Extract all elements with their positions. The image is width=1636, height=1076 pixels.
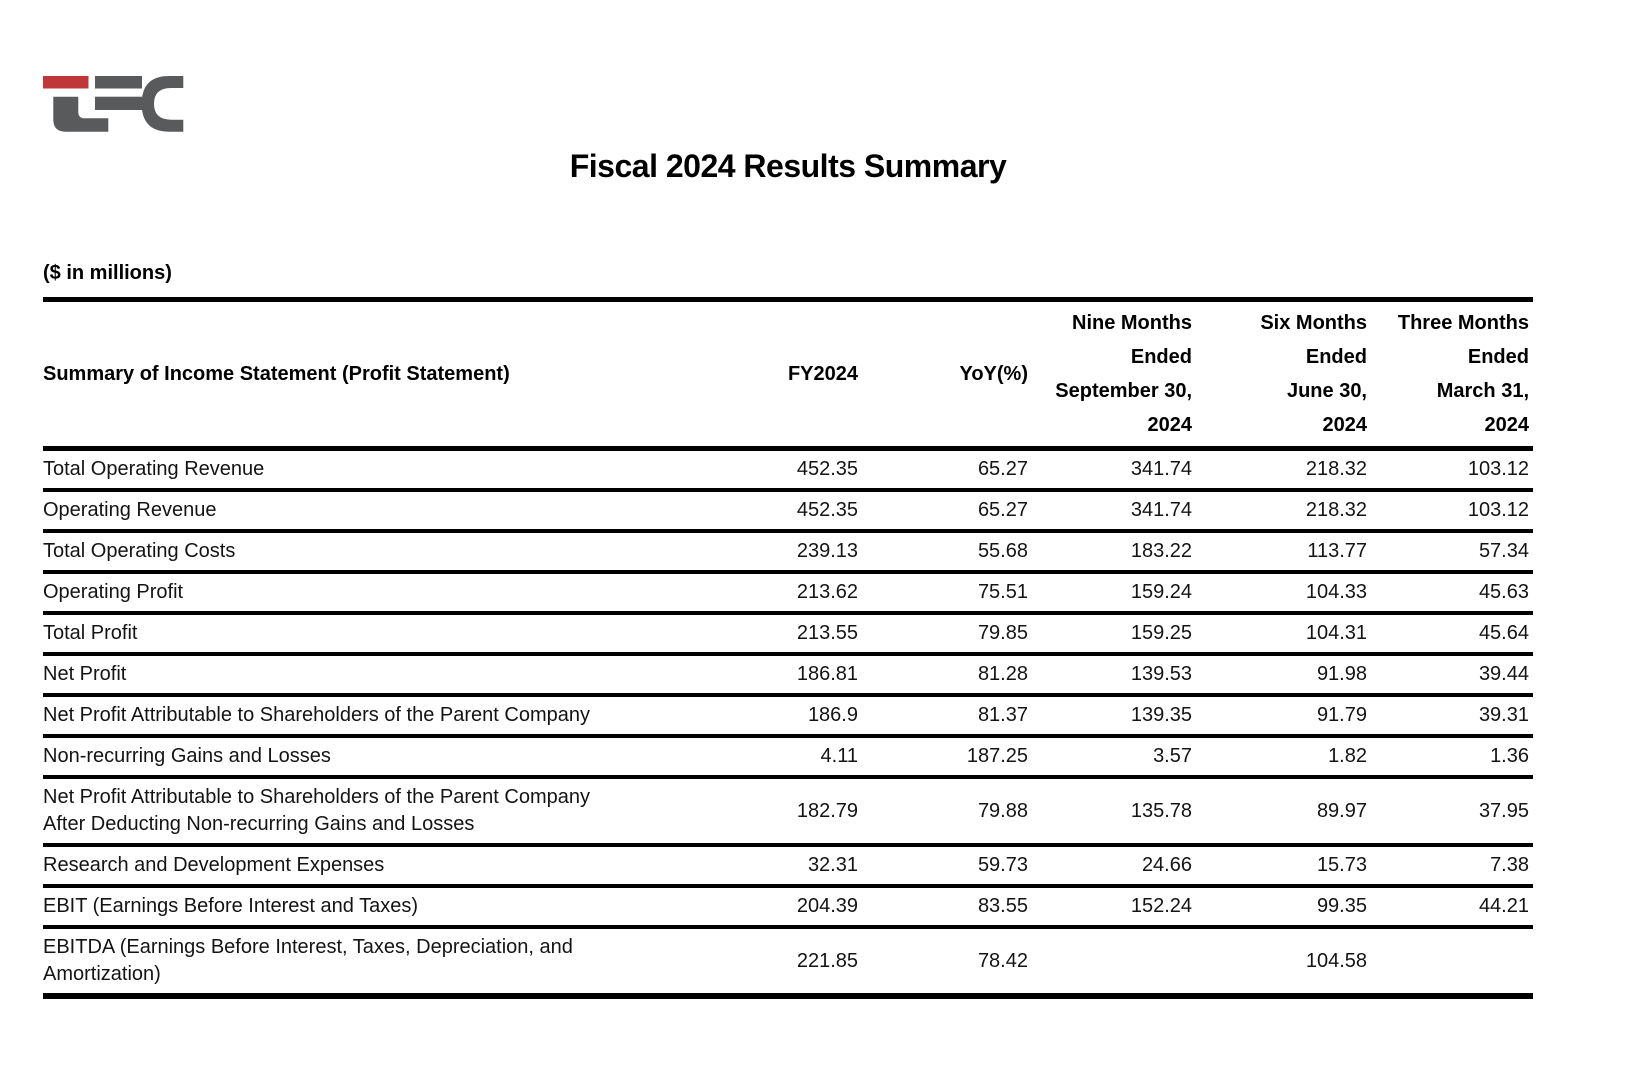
cell-value: 44.21 (1478, 895, 1529, 917)
company-logo (43, 76, 184, 133)
table-row: Non-recurring Gains and Losses 4.11 187.… (43, 736, 1533, 777)
cell-value: 213.55 (796, 622, 858, 644)
table-row: Total Operating Costs 239.13 55.68 183.2… (43, 531, 1533, 572)
row-label: Total Operating Revenue (43, 458, 265, 480)
row-label: EBIT (Earnings Before Interest and Taxes… (43, 895, 419, 917)
column-header-three-months: Three Months Ended March 31, 2024 (1397, 312, 1529, 436)
cell-value: 15.73 (1316, 854, 1367, 876)
cell-value: 218.32 (1305, 499, 1367, 521)
row-label: Operating Profit (43, 581, 184, 603)
cell-value: 218.32 (1305, 458, 1367, 480)
lfc-logo-icon (43, 76, 184, 132)
cell-value: 32.31 (807, 854, 858, 876)
cell-value: 99.35 (1316, 895, 1367, 917)
table-row: Operating Profit 213.62 75.51 159.24 104… (43, 572, 1533, 613)
row-label: Operating Revenue (43, 499, 217, 521)
cell-value: 45.63 (1478, 581, 1529, 603)
cell-value: 57.34 (1478, 540, 1529, 562)
cell-value: 3.57 (1153, 745, 1192, 767)
cell-value: 113.77 (1307, 540, 1367, 562)
row-label: Total Profit (43, 622, 138, 644)
cell-value: 75.51 (977, 581, 1028, 603)
cell-value: 39.31 (1478, 704, 1529, 726)
cell-value (1367, 927, 1533, 996)
table-row: Net Profit Attributable to Shareholders … (43, 777, 1533, 845)
column-header-fy2024: FY2024 (787, 363, 858, 385)
row-label: Net Profit (43, 663, 127, 685)
cell-value: 221.85 (796, 949, 858, 972)
column-header-yoy: YoY(%) (959, 363, 1028, 385)
cell-value (1028, 927, 1192, 996)
cell-value: 1.82 (1328, 745, 1367, 767)
table-row: Net Profit 186.81 81.28 139.53 91.98 39.… (43, 654, 1533, 695)
cell-value: 1.36 (1490, 745, 1529, 767)
cell-value: 159.24 (1130, 581, 1192, 603)
cell-value: 239.13 (796, 540, 858, 562)
cell-value: 452.35 (796, 458, 858, 480)
table-row: Net Profit Attributable to Shareholders … (43, 695, 1533, 736)
cell-value: 91.98 (1316, 663, 1367, 685)
cell-value: 78.42 (977, 949, 1028, 972)
cell-value: 83.55 (977, 895, 1028, 917)
row-label: Non-recurring Gains and Losses (43, 745, 331, 767)
cell-value: 152.24 (1130, 895, 1192, 917)
cell-value: 89.97 (1316, 799, 1367, 822)
row-label: EBITDA (Earnings Before Interest, Taxes,… (43, 936, 573, 985)
row-label: Net Profit Attributable to Shareholders … (43, 786, 590, 835)
cell-value: 104.33 (1305, 581, 1367, 603)
cell-value: 139.35 (1130, 704, 1192, 726)
row-label: Net Profit Attributable to Shareholders … (43, 704, 590, 726)
table-row: Total Operating Revenue 452.35 65.27 341… (43, 449, 1533, 490)
cell-value: 79.88 (977, 799, 1028, 822)
cell-value: 81.37 (977, 704, 1028, 726)
header-row: Summary of Income Statement (Profit Stat… (43, 300, 1533, 449)
income-statement-table: Summary of Income Statement (Profit Stat… (43, 297, 1533, 999)
page-title: Fiscal 2024 Results Summary (569, 148, 1007, 184)
cell-value: 341.74 (1130, 499, 1192, 521)
cell-value: 65.27 (977, 499, 1028, 521)
cell-value: 159.25 (1130, 622, 1192, 644)
row-label: Total Operating Costs (43, 540, 236, 562)
cell-value: 39.44 (1478, 663, 1529, 685)
table-row: Research and Development Expenses 32.31 … (43, 845, 1533, 886)
row-label: Research and Development Expenses (43, 854, 385, 876)
cell-value: 135.78 (1130, 799, 1192, 822)
cell-value: 187.25 (966, 745, 1028, 767)
cell-value: 103.12 (1467, 499, 1529, 521)
cell-value: 65.27 (977, 458, 1028, 480)
cell-value: 213.62 (796, 581, 858, 603)
cell-value: 37.95 (1478, 799, 1529, 822)
cell-value: 452.35 (796, 499, 858, 521)
cell-value: 341.74 (1130, 458, 1192, 480)
cell-value: 186.9 (807, 704, 858, 726)
cell-value: 55.68 (977, 540, 1028, 562)
cell-value: 7.38 (1490, 854, 1529, 876)
cell-value: 24.66 (1141, 854, 1192, 876)
cell-value: 104.58 (1305, 949, 1367, 972)
cell-value: 45.64 (1478, 622, 1529, 644)
cell-value: 91.79 (1316, 704, 1367, 726)
column-header-six-months: Six Months Ended June 30, 2024 (1260, 312, 1367, 436)
cell-value: 103.12 (1467, 458, 1529, 480)
table-row: Operating Revenue 452.35 65.27 341.74 21… (43, 490, 1533, 531)
table-row: EBITDA (Earnings Before Interest, Taxes,… (43, 927, 1533, 996)
cell-value: 182.79 (796, 799, 858, 822)
cell-value: 204.39 (796, 895, 858, 917)
cell-value: 79.85 (977, 622, 1028, 644)
cell-value: 59.73 (977, 854, 1028, 876)
cell-value: 81.28 (977, 663, 1028, 685)
column-header-summary: Summary of Income Statement (Profit Stat… (43, 363, 510, 385)
table-row: EBIT (Earnings Before Interest and Taxes… (43, 886, 1533, 927)
cell-value: 186.81 (796, 663, 858, 685)
cell-value: 183.22 (1130, 540, 1192, 562)
units-label: ($ in millions) (43, 262, 172, 284)
cell-value: 139.53 (1130, 663, 1192, 685)
table-row: Total Profit 213.55 79.85 159.25 104.31 … (43, 613, 1533, 654)
cell-value: 4.11 (820, 745, 858, 767)
column-header-nine-months: Nine Months Ended September 30, 2024 (1055, 312, 1192, 436)
cell-value: 104.31 (1305, 622, 1367, 644)
